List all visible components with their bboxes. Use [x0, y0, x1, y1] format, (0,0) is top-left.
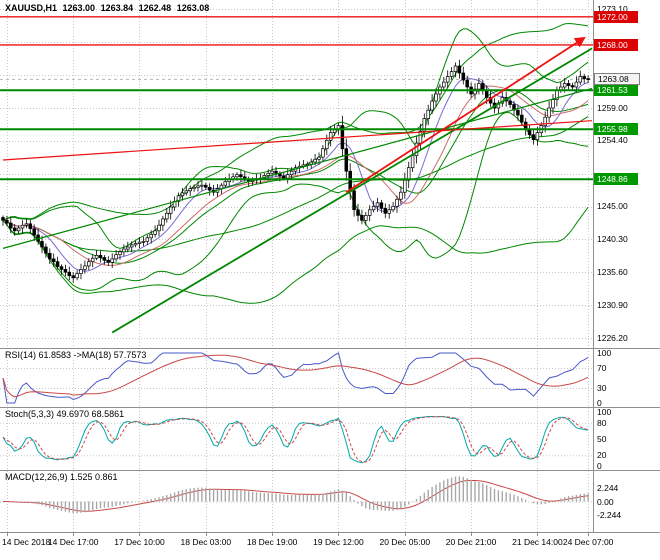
macd-label: MACD(12,26,9) 1.525 0.861 [5, 472, 118, 482]
high-value: 1263.84 [100, 3, 134, 13]
open-value: 1263.00 [62, 3, 96, 13]
indicator-lines [2, 352, 589, 512]
price-pane [0, 16, 593, 334]
macd-histogram [6, 476, 589, 514]
chart-title: XAUUSD,H1 1263.00 1263.84 1262.48 1263.0… [5, 3, 212, 13]
low-value: 1262.48 [138, 3, 172, 13]
rsi-label: RSI(14) 61.8583 ->MA(18) 57.7573 [5, 350, 147, 360]
stoch-label: Stoch(5,3,3) 49.6970 68.5861 [5, 409, 125, 419]
close-value: 1263.08 [176, 3, 210, 13]
symbol-label: XAUUSD,H1 [5, 3, 58, 13]
pane-separators [0, 0, 660, 536]
